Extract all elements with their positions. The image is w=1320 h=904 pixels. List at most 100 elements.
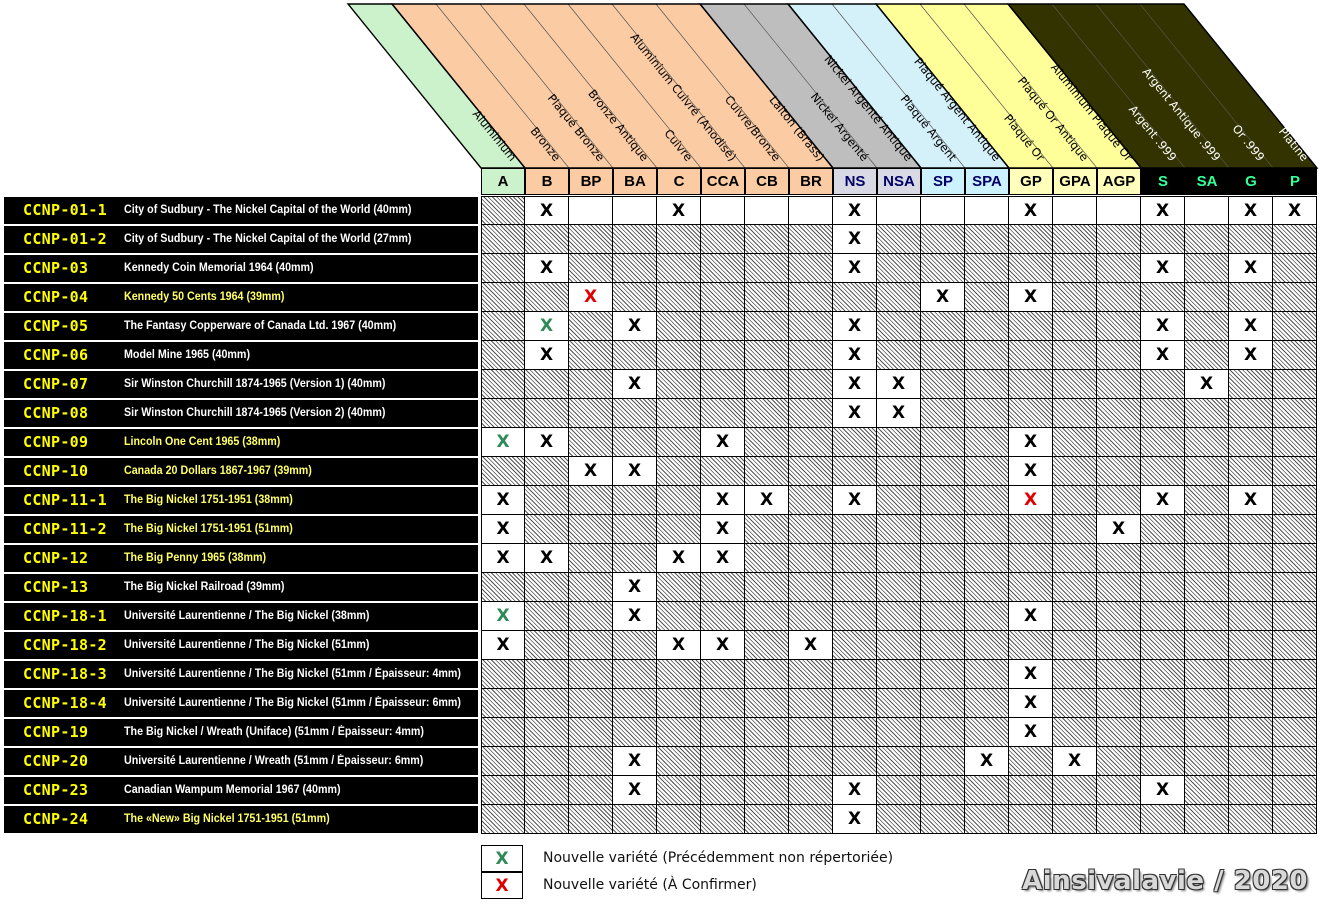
cell-gp <box>1009 254 1053 283</box>
cell-br <box>789 370 833 399</box>
cell-sa <box>1185 805 1229 834</box>
legend-green-mark: X <box>481 845 523 872</box>
cell-cb <box>745 660 789 689</box>
cell-ba <box>613 399 657 428</box>
cell-br <box>789 660 833 689</box>
cell-sa <box>1185 660 1229 689</box>
cell-nsa <box>877 196 921 225</box>
row-label: CCNP-11-1 The Big Nickel 1751-1951 (38mm) <box>4 487 478 514</box>
cell-bp <box>569 805 613 834</box>
cell-ns <box>833 283 877 312</box>
row-title: Kennedy Coin Memorial 1964 (40mm) <box>124 262 314 274</box>
variety-mark: X <box>1155 345 1170 365</box>
cell-gpa <box>1053 225 1097 254</box>
cell-c <box>657 805 701 834</box>
row-label: CCNP-04 Kennedy 50 Cents 1964 (39mm) <box>4 284 478 311</box>
cell-b: X <box>525 254 569 283</box>
row-code: CCNP-18-1 <box>23 607 107 625</box>
cell-s <box>1141 573 1185 602</box>
cell-p <box>1273 341 1317 370</box>
cell-cca <box>701 660 745 689</box>
legend-red-text: Nouvelle variété (À Confirmer) <box>543 877 757 893</box>
cell-spa <box>965 805 1009 834</box>
cell-br <box>789 196 833 225</box>
cell-s <box>1141 225 1185 254</box>
cell-a: X <box>481 602 525 631</box>
cell-sa <box>1185 515 1229 544</box>
cell-p <box>1273 573 1317 602</box>
cell-g <box>1229 747 1273 776</box>
cell-sa: X <box>1185 370 1229 399</box>
row-title: Canadian Wampum Memorial 1967 (40mm) <box>124 784 341 796</box>
cell-g <box>1229 631 1273 660</box>
column-abbr-spa: SPA <box>965 168 1009 195</box>
variety-mark: X <box>496 635 510 655</box>
cell-c <box>657 399 701 428</box>
cell-g <box>1229 399 1273 428</box>
variety-mark: X <box>539 548 554 568</box>
cell-p <box>1273 544 1317 573</box>
variety-mark: X <box>1155 780 1170 800</box>
cell-b <box>525 805 569 834</box>
row-title: Sir Winston Churchill 1874-1965 (Version… <box>124 407 386 419</box>
cell-c <box>657 602 701 631</box>
cell-gp <box>1009 776 1053 805</box>
variety-mark: X <box>627 316 642 336</box>
cell-nsa <box>877 747 921 776</box>
cell-sp <box>921 457 965 486</box>
cell-g <box>1229 776 1273 805</box>
cell-nsa <box>877 689 921 718</box>
cell-nsa <box>877 805 921 834</box>
cell-ba <box>613 689 657 718</box>
cell-cb <box>745 283 789 312</box>
variety-mark: X <box>847 345 862 365</box>
row-title: Université Laurentienne / The Big Nickel… <box>124 697 462 709</box>
variety-mark: X <box>1243 490 1258 510</box>
variety-mark: X <box>891 403 906 423</box>
cell-gp: X <box>1009 486 1053 515</box>
cell-bp <box>569 776 613 805</box>
cell-agp <box>1097 747 1141 776</box>
row-label: CCNP-06 Model Mine 1965 (40mm) <box>4 342 478 369</box>
cell-spa <box>965 225 1009 254</box>
row-title: Kennedy 50 Cents 1964 (39mm) <box>124 291 285 303</box>
cell-spa <box>965 283 1009 312</box>
cell-p <box>1273 776 1317 805</box>
cell-ba <box>613 805 657 834</box>
cell-a <box>481 805 525 834</box>
cell-cb <box>745 689 789 718</box>
cell-ns <box>833 544 877 573</box>
cell-ns <box>833 428 877 457</box>
cell-ns <box>833 457 877 486</box>
row-title: The Big Nickel 1751-1951 (38mm) <box>124 494 293 506</box>
cell-b: X <box>525 312 569 341</box>
variety-mark: X <box>979 751 994 771</box>
cell-g <box>1229 573 1273 602</box>
variety-mark: X <box>803 635 818 655</box>
legend-red-x: X <box>495 875 509 896</box>
cell-cca: X <box>701 631 745 660</box>
cell-c: X <box>657 544 701 573</box>
cell-cb <box>745 341 789 370</box>
cell-ns <box>833 631 877 660</box>
cell-bp <box>569 602 613 631</box>
row-code: CCNP-20 <box>23 752 89 770</box>
cell-agp <box>1097 341 1141 370</box>
cell-nsa <box>877 283 921 312</box>
column-abbr-g: G <box>1229 168 1273 195</box>
cell-c <box>657 660 701 689</box>
cell-gpa <box>1053 254 1097 283</box>
cell-cb <box>745 254 789 283</box>
cell-ba <box>613 718 657 747</box>
cell-p <box>1273 254 1317 283</box>
cell-sp <box>921 399 965 428</box>
variety-mark: X <box>1023 200 1038 221</box>
cell-br <box>789 573 833 602</box>
cell-ba <box>613 254 657 283</box>
cell-s <box>1141 544 1185 573</box>
variety-mark: X <box>627 374 642 394</box>
column-abbr-agp: AGP <box>1097 168 1141 195</box>
column-abbr-cb: CB <box>745 168 789 195</box>
cell-s: X <box>1141 341 1185 370</box>
cell-b <box>525 660 569 689</box>
